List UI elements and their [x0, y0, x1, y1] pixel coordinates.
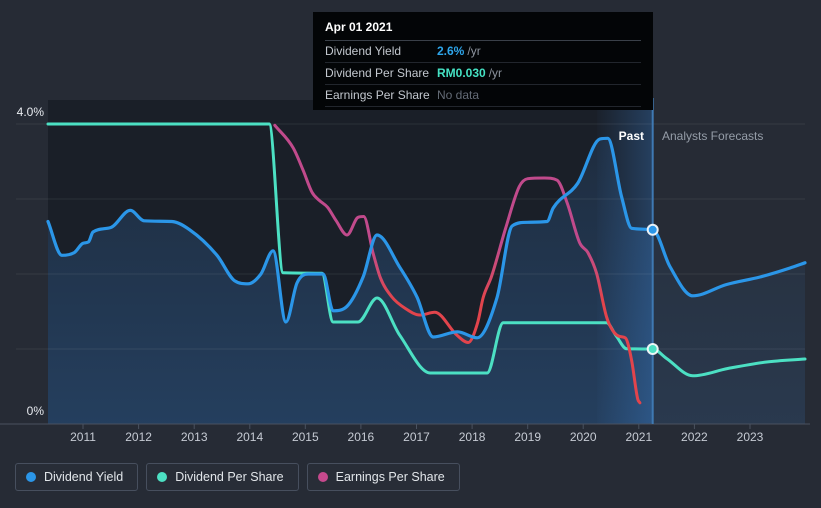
tooltip-value: No data [437, 88, 480, 102]
tooltip-label: Earnings Per Share [325, 88, 430, 102]
dps-hover-marker[interactable] [646, 343, 659, 355]
yield-area-past [48, 138, 653, 425]
earnings-per-share-dot-icon [317, 472, 328, 482]
earnings-per-share-line[interactable] [273, 123, 642, 405]
x-axis-label-2016: 2016 [347, 430, 375, 444]
legend-item-earnings-per-share[interactable]: Earnings Per Share [306, 463, 460, 491]
tooltip-value: RM0.030 [437, 66, 486, 80]
x-axis-label-2012: 2012 [125, 430, 152, 444]
tooltip-label: Dividend Yield [325, 44, 402, 58]
dividend-per-share-line[interactable] [46, 122, 807, 378]
yield-hover-marker[interactable] [646, 223, 659, 236]
hover-highlight-band [597, 100, 653, 424]
x-axis: 2011 2012 2013 2014 2015 2016 2017 2018 2019 2020… [0, 430, 821, 446]
legend-item-dividend-per-share[interactable]: Dividend Per Share [146, 463, 299, 491]
y-axis-label-bottom: 0% [26, 404, 44, 418]
tooltip-row-dividend-yield: Dividend Yield 2.6% /yr [325, 41, 641, 63]
x-axis-label-2022: 2022 [681, 430, 708, 444]
x-axis-label-2020: 2020 [569, 430, 597, 444]
past-region-label: Past [618, 129, 644, 143]
legend-label: Earnings Per Share [335, 470, 445, 484]
legend-item-dividend-yield[interactable]: Dividend Yield [15, 463, 139, 491]
legend-label: Dividend Yield [44, 470, 124, 484]
x-axis-label-2011: 2011 [70, 430, 96, 444]
chart-legend: Dividend Yield Dividend Per Share Earnin… [15, 463, 460, 491]
x-axis-label-2017: 2017 [403, 430, 430, 444]
chart-tooltip: Apr 01 2021 Dividend Yield 2.6% /yr Divi… [313, 12, 653, 110]
x-axis-label-2023: 2023 [736, 430, 764, 444]
tooltip-label: Dividend Per Share [325, 66, 430, 80]
tooltip-row-dividend-per-share: Dividend Per Share RM0.030 /yr [325, 63, 641, 85]
x-axis-label-2018: 2018 [458, 430, 486, 444]
dividend-yield-line[interactable] [46, 136, 807, 340]
x-axis-label-2021: 2021 [625, 430, 653, 444]
tooltip-row-earnings-per-share: Earnings Per Share No data [325, 85, 641, 107]
yield-area-forecast [652, 229, 805, 424]
dividend-yield-dot-icon [26, 472, 36, 482]
x-axis-label-2013: 2013 [180, 430, 208, 444]
legend-label: Dividend Per Share [175, 470, 284, 484]
tooltip-date: Apr 01 2021 [325, 20, 641, 41]
tooltip-unit: /yr [488, 66, 503, 80]
x-axis-label-2014: 2014 [236, 430, 264, 444]
forecast-region-label: Analysts Forecasts [662, 129, 764, 143]
dividend-per-share-dot-icon [157, 472, 168, 482]
tooltip-unit: /yr [467, 44, 481, 58]
x-axis-label-2015: 2015 [291, 430, 319, 444]
tooltip-value: 2.6% [437, 44, 465, 58]
x-axis-label-2019: 2019 [514, 430, 542, 444]
y-axis-label-top: 4.0% [16, 105, 44, 119]
